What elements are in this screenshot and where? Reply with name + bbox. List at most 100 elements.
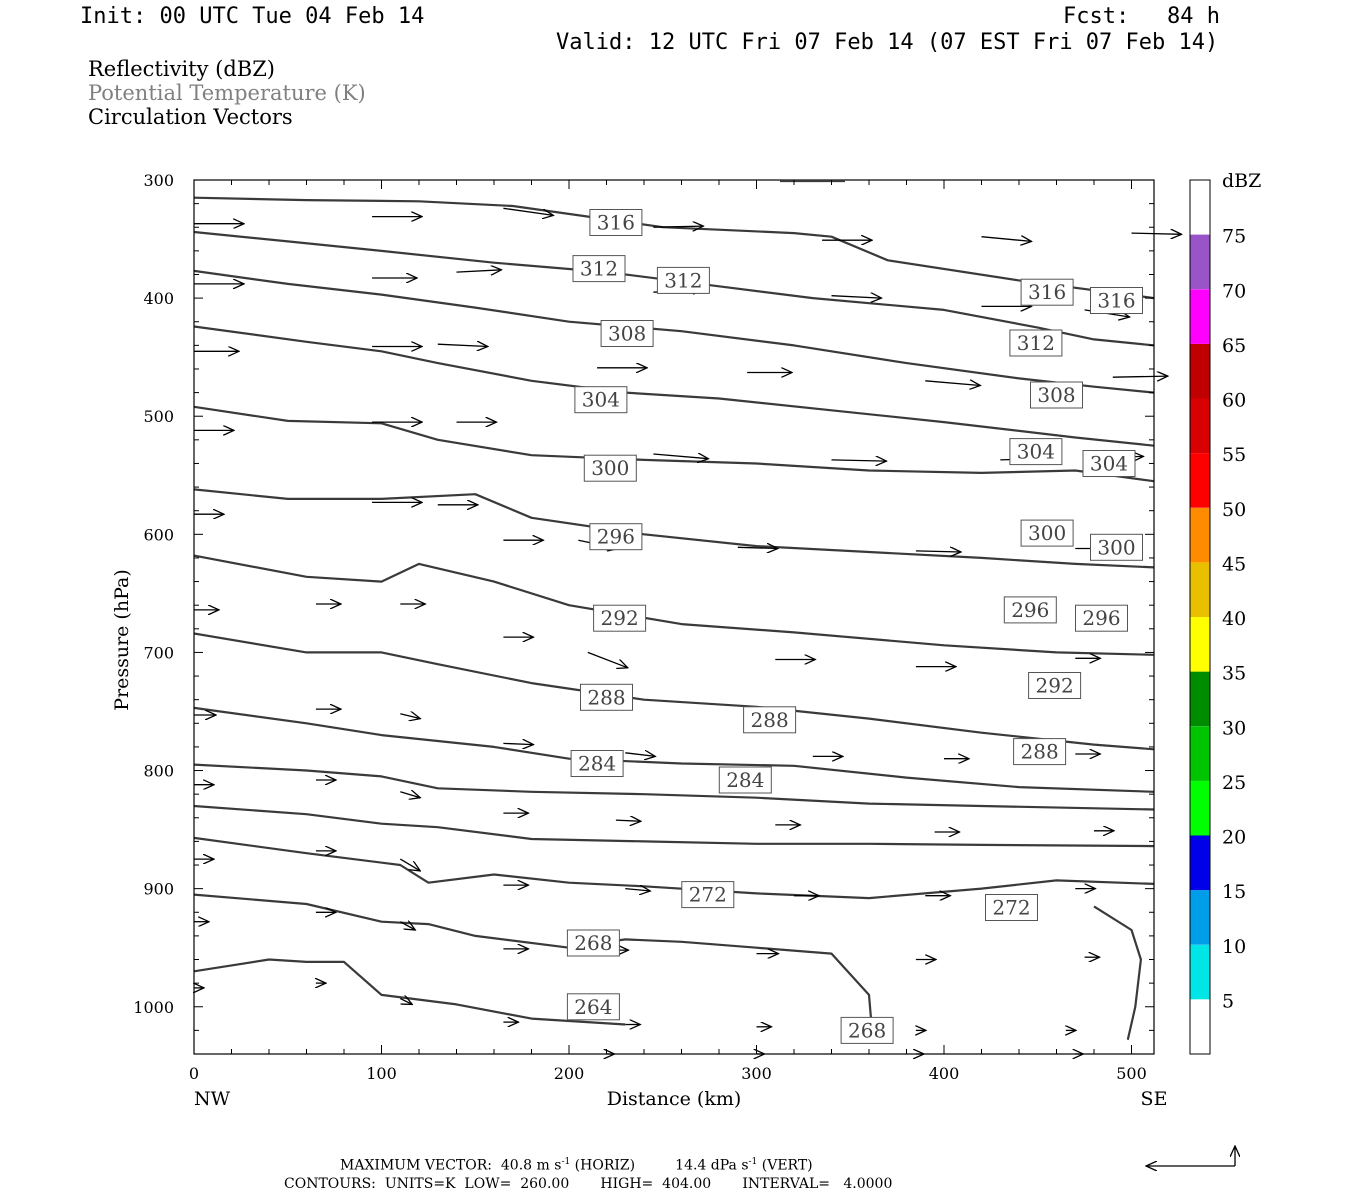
max-vert-exponent: -1 bbox=[748, 1157, 758, 1167]
colorbar-label: 40 bbox=[1222, 608, 1246, 630]
contour-label-box bbox=[1013, 738, 1067, 766]
init-time: Init: 00 UTC Tue 04 Feb 14 bbox=[80, 4, 425, 29]
contour-label: 284 bbox=[578, 752, 616, 776]
colorbar-cell-5 bbox=[1190, 944, 1210, 1000]
reference-vector-icon bbox=[1146, 1146, 1235, 1166]
contour-label-box bbox=[1009, 329, 1063, 357]
colorbar-cell-30 bbox=[1190, 671, 1210, 727]
x-tick-label: 300 bbox=[741, 1064, 772, 1083]
max-horiz-exponent: -1 bbox=[561, 1157, 571, 1167]
circulation-vector bbox=[1131, 233, 1182, 234]
x-right-end-label: SE bbox=[1141, 1088, 1168, 1110]
contour-label-box bbox=[574, 386, 628, 414]
contour-label-box bbox=[570, 750, 624, 777]
contour-label-box bbox=[566, 993, 620, 1021]
contour-label-box bbox=[656, 266, 710, 294]
contour-label: 316 bbox=[597, 211, 635, 235]
colorbar-label: 20 bbox=[1222, 827, 1246, 849]
colorbar-cell-10 bbox=[1190, 890, 1210, 945]
contour-label-box bbox=[1020, 519, 1074, 547]
isentrope-264 bbox=[193, 958, 626, 1026]
forecast-label: Fcst: bbox=[1063, 4, 1130, 29]
contours-low-value: 260.00 bbox=[520, 1176, 570, 1192]
colorbar-label: 5 bbox=[1222, 990, 1234, 1012]
contour-label-box bbox=[1075, 604, 1128, 632]
contour-label: 308 bbox=[1037, 383, 1075, 407]
max-vert-value: 14.4 dPa s bbox=[675, 1157, 749, 1174]
contour-label-box bbox=[1003, 596, 1057, 624]
contour-label: 288 bbox=[587, 685, 625, 709]
y-tick-label: 1000 bbox=[133, 998, 174, 1017]
colorbar-label: 15 bbox=[1222, 881, 1246, 903]
colorbar-label: 50 bbox=[1222, 499, 1246, 521]
contour-label-box bbox=[1009, 438, 1063, 466]
plot-frame bbox=[193, 179, 1155, 1055]
y-tick-label: 300 bbox=[143, 171, 174, 190]
x-tick-label: 0 bbox=[189, 1064, 199, 1083]
x-axis-label: Distance (km) bbox=[607, 1088, 742, 1110]
contour-label: 264 bbox=[574, 995, 612, 1019]
y-tick-label: 800 bbox=[143, 762, 174, 781]
contour-label-box bbox=[1030, 381, 1083, 409]
y-axis-label: Pressure (hPa) bbox=[111, 569, 133, 711]
contour-label: 316 bbox=[1097, 289, 1135, 313]
circulation-vector bbox=[615, 820, 641, 821]
contour-label: 292 bbox=[601, 606, 639, 630]
circulation-vector bbox=[831, 460, 887, 461]
isentrope-316 bbox=[193, 196, 1155, 300]
contour-label: 288 bbox=[1021, 740, 1059, 764]
isentrope-272 bbox=[193, 836, 1155, 900]
contour-label: 292 bbox=[1036, 674, 1074, 698]
contour-label-box bbox=[718, 766, 772, 794]
contour-label-box bbox=[580, 683, 633, 711]
circulation-vector bbox=[400, 999, 412, 1005]
colorbar-label: 35 bbox=[1222, 663, 1246, 685]
contour-label-box bbox=[593, 604, 647, 632]
isentrope-308 bbox=[193, 269, 1155, 394]
isentrope-300 bbox=[193, 405, 1155, 483]
circulation-vector bbox=[1112, 376, 1168, 377]
contours-interval-value: 4.0000 bbox=[843, 1176, 893, 1192]
isentrope-280 bbox=[193, 763, 1155, 811]
contour-label: 304 bbox=[1017, 440, 1055, 464]
field-circulation-vectors: Circulation Vectors bbox=[88, 105, 293, 129]
contour-label-box bbox=[1020, 278, 1074, 306]
contour-label: 312 bbox=[664, 268, 702, 292]
y-tick-label: 700 bbox=[143, 643, 174, 662]
contour-label-box bbox=[681, 881, 735, 909]
contours-label: CONTOURS: bbox=[284, 1176, 376, 1192]
contour-label: 316 bbox=[1028, 280, 1066, 304]
field-reflectivity: Reflectivity (dBZ) bbox=[88, 57, 276, 81]
colorbar-label: 60 bbox=[1222, 390, 1246, 412]
colorbar-cell-35 bbox=[1190, 617, 1210, 672]
contour-label-box bbox=[743, 706, 797, 734]
isentrope-296 bbox=[193, 488, 1155, 569]
forecast-hour: 84 h bbox=[1167, 4, 1220, 29]
colorbar-label: 25 bbox=[1222, 772, 1246, 794]
colorbar-cell-45 bbox=[1190, 507, 1210, 563]
y-tick-label: 500 bbox=[143, 407, 174, 426]
circulation-vector bbox=[400, 792, 420, 798]
colorbar-cell-15 bbox=[1190, 835, 1210, 891]
contour-label: 300 bbox=[1097, 535, 1135, 559]
contours-high-label: HIGH= bbox=[600, 1176, 654, 1192]
max-vert-tag: (VERT) bbox=[761, 1157, 813, 1174]
colorbar-cell-50 bbox=[1190, 453, 1210, 508]
contour-label-box bbox=[840, 1016, 894, 1044]
circulation-vector bbox=[456, 270, 502, 272]
max-horiz-tag: (HORIZ) bbox=[574, 1157, 636, 1174]
x-tick-label: 100 bbox=[366, 1064, 397, 1083]
contour-label-box bbox=[583, 454, 637, 482]
colorbar-unit: dBZ bbox=[1222, 170, 1261, 192]
circulation-vector bbox=[915, 551, 961, 552]
circulation-vector bbox=[503, 743, 533, 744]
contour-label-box bbox=[1028, 672, 1082, 699]
isentrope-276 bbox=[193, 804, 1155, 848]
contour-label-box bbox=[572, 255, 626, 283]
contour-label-box bbox=[1082, 450, 1136, 477]
contour-label: 272 bbox=[689, 883, 727, 907]
contour-label: 300 bbox=[591, 456, 629, 480]
colorbar-cell-70 bbox=[1190, 234, 1210, 290]
contour-label: 296 bbox=[1082, 606, 1120, 630]
